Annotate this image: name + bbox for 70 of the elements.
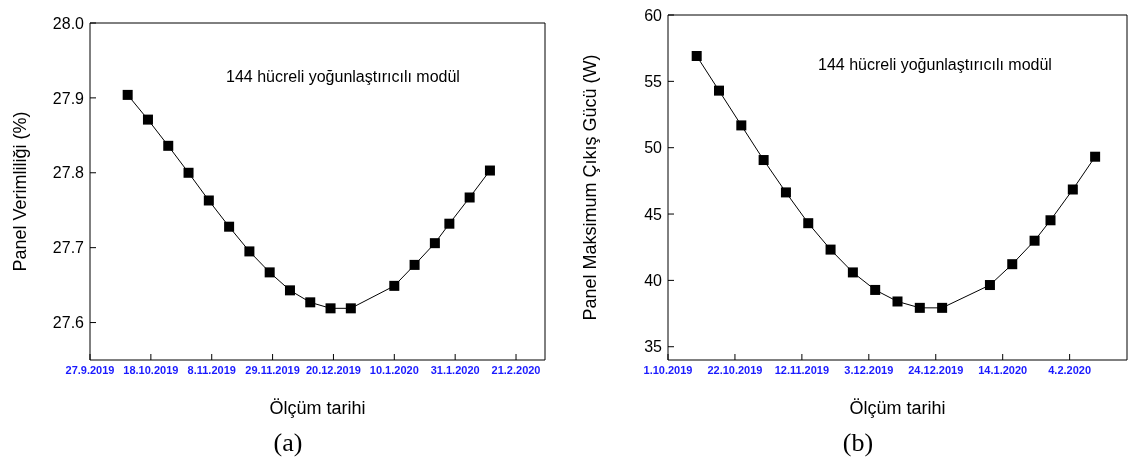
point — [892, 296, 903, 307]
y-tick-label: 55 — [644, 73, 663, 91]
point — [736, 120, 747, 131]
point — [183, 167, 194, 178]
y-tick-label: 50 — [644, 139, 663, 157]
x-tick-label: 12.11.2019 — [774, 363, 830, 376]
point — [345, 303, 356, 314]
point — [1029, 235, 1040, 246]
point — [847, 267, 858, 278]
point — [325, 303, 336, 314]
point — [758, 155, 769, 166]
point — [444, 218, 455, 229]
x-tick-label: 3.12.2019 — [844, 363, 894, 376]
point — [464, 192, 475, 203]
point — [163, 140, 174, 151]
x-tick-label: 4.2.2020 — [1048, 363, 1092, 376]
point — [305, 297, 316, 308]
x-tick-label: 14.1.2020 — [978, 363, 1028, 376]
x-tick-label: 31.1.2020 — [430, 363, 480, 376]
x-tick-label: 29.11.2019 — [245, 363, 300, 376]
point — [284, 285, 295, 296]
x-tick-label: 10.1.2020 — [369, 363, 419, 376]
point — [1007, 259, 1018, 270]
x-tick-label: 1.10.2019 — [643, 363, 693, 376]
point — [691, 51, 702, 61]
point — [780, 187, 791, 198]
point — [1067, 184, 1078, 195]
x-axis-title: Ölçüm tarihi — [849, 398, 946, 418]
point — [714, 85, 724, 96]
y-tick-label: 40 — [644, 272, 663, 290]
y-tick-label: 27.9 — [52, 89, 85, 107]
y-tick-label: 35 — [644, 338, 663, 356]
annotation: 144 hücreli yoğunlaştırıcılı modül — [226, 68, 460, 86]
point — [1045, 215, 1056, 226]
point — [224, 221, 235, 232]
y-axis-title: Panel Verimliliği (%) — [10, 111, 31, 272]
point — [203, 195, 214, 206]
point — [409, 259, 420, 270]
point — [984, 280, 995, 291]
point — [937, 302, 948, 313]
x-tick-label: 18.10.2019 — [123, 363, 179, 376]
point — [264, 267, 275, 278]
x-axis-title: Ölçüm tarihi — [269, 398, 366, 418]
point — [484, 165, 495, 176]
y-tick-label: 27.7 — [52, 239, 85, 257]
x-tick-label: 22.10.2019 — [707, 363, 763, 376]
text: (b) — [841, 428, 875, 458]
annotation: 144 hücreli yoğunlaştırıcılı modül — [818, 56, 1052, 74]
point — [825, 244, 836, 255]
y-axis-title: Panel Maksimum Çıkış Gücü (W) — [580, 54, 601, 321]
point — [389, 280, 400, 291]
point — [870, 284, 881, 295]
x-tick-label: 8.11.2019 — [187, 363, 236, 376]
point — [914, 302, 925, 313]
y-tick-label: 27.8 — [52, 164, 85, 182]
point — [429, 238, 440, 249]
x-tick-label: 24.12.2019 — [908, 363, 964, 376]
point — [122, 89, 133, 100]
y-tick-label: 27.6 — [52, 314, 85, 332]
x-tick-label: 20.12.2019 — [305, 363, 361, 376]
point — [244, 246, 255, 257]
y-tick-label: 60 — [644, 6, 663, 24]
point — [142, 114, 153, 125]
point — [803, 218, 814, 229]
x-tick-label: 21.2.2020 — [491, 363, 541, 376]
y-tick-label: 45 — [644, 205, 663, 223]
x-tick-label: 27.9.2019 — [65, 363, 115, 376]
text: (a) — [272, 428, 304, 458]
y-tick-label: 28.0 — [52, 14, 85, 32]
point — [1090, 151, 1101, 162]
